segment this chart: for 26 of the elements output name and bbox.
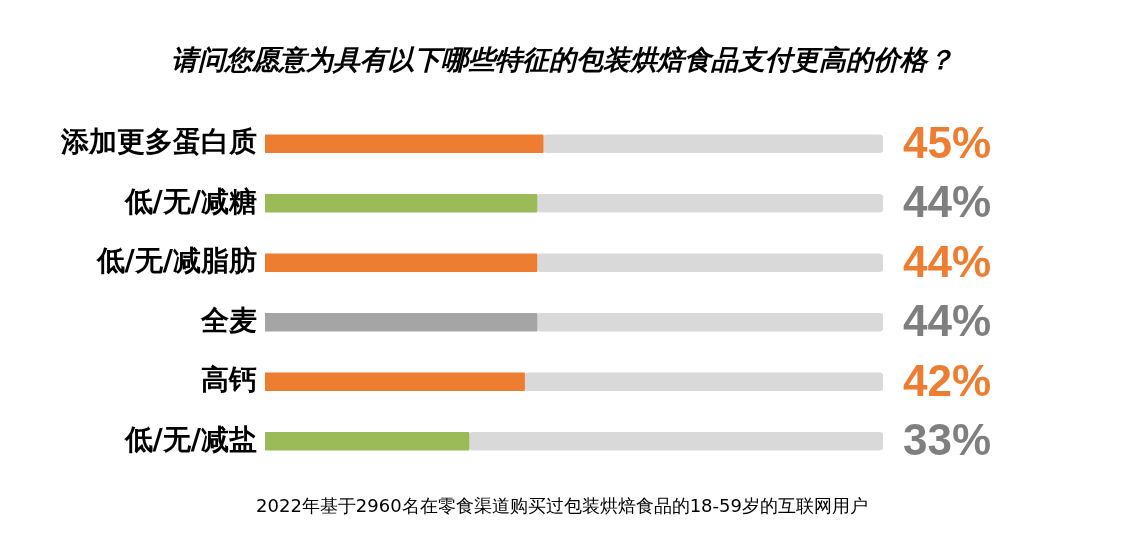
bar <box>536 193 883 213</box>
bar <box>265 372 525 392</box>
bar <box>265 253 538 273</box>
data-label: 33% <box>903 415 992 465</box>
bar <box>468 431 883 451</box>
bar <box>265 193 538 213</box>
y-tick-label: 低/无/减脂肪 <box>95 244 257 278</box>
data-label: 44% <box>903 177 992 227</box>
bar <box>524 372 883 392</box>
data-label: 42% <box>903 355 992 405</box>
bar <box>536 312 883 332</box>
bar <box>265 134 544 154</box>
y-tick-label: 低/无/减盐 <box>123 422 257 456</box>
y-tick-label: 全麦 <box>200 303 257 337</box>
data-label: 45% <box>903 117 992 167</box>
bar <box>542 134 883 154</box>
y-tick-label: 添加更多蛋白质 <box>60 125 257 159</box>
bar <box>265 312 538 332</box>
y-tick-label: 高钙 <box>201 363 257 397</box>
chart-title: 请问您愿意为具有以下哪些特征的包装烘焙食品支付更高的价格？ <box>169 43 955 77</box>
data-label: 44% <box>903 296 992 346</box>
bar <box>536 253 883 273</box>
y-tick-label: 低/无/减糖 <box>123 184 257 218</box>
bar <box>265 431 470 451</box>
text: 2022年基于2960名在零食渠道购买过包装烘焙食品的18-59岁的互联网用户 <box>255 494 869 518</box>
data-label: 44% <box>903 236 992 286</box>
